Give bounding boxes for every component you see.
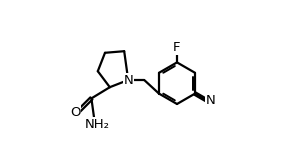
Text: O: O: [70, 105, 81, 119]
Text: NH₂: NH₂: [84, 117, 110, 131]
Text: F: F: [173, 41, 181, 54]
Text: N: N: [205, 94, 215, 107]
Text: N: N: [123, 73, 133, 87]
